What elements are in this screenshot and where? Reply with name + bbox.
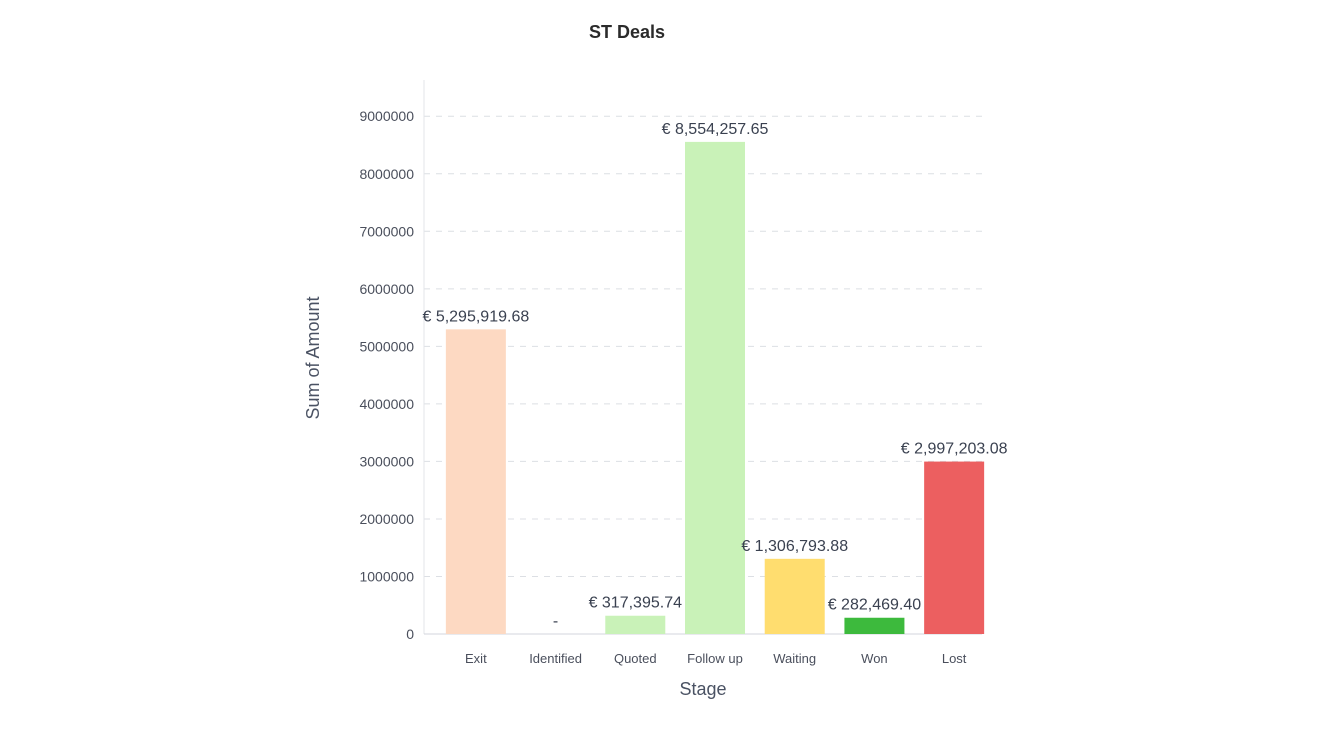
y-axis-title: Sum of Amount [303,296,323,419]
data-label: € 282,469.40 [828,597,922,614]
x-axis-ticks: Exit Identified Quoted Follow up Waiting Won L… [465,651,967,666]
x-tick-label: Lost [942,651,967,666]
chart-title: ST Deals [589,22,665,42]
x-tick-label: Exit [465,651,487,666]
x-axis-title: Stage [679,679,726,699]
data-label: € 5,295,919.68 [422,308,529,325]
y-tick-label: 7000000 [359,223,414,239]
data-label: - [553,613,558,630]
bar [844,617,905,634]
data-label: € 1,306,793.88 [741,538,848,555]
y-tick-label: 3000000 [359,453,414,469]
bar [685,141,745,634]
data-label: € 2,997,203.08 [901,441,1008,458]
x-tick-label: Identified [529,651,582,666]
y-tick-label: 4000000 [359,396,414,412]
y-tick-label: 5000000 [359,338,414,354]
y-axis-ticks: 0 1000000 2000000 3000000 4000000 5000000 6000… [359,108,414,642]
x-tick-label: Follow up [687,651,743,666]
bar [445,329,506,634]
x-tick-label: Quoted [614,651,657,666]
bar [764,558,825,634]
bar [605,615,666,634]
y-tick-label: 2000000 [359,511,414,527]
x-tick-label: Waiting [773,651,816,666]
data-labels: € 5,295,919.68 - € 317,395.74 € 8,554,257.6… [422,121,1007,630]
y-tick-label: 9000000 [359,108,414,124]
y-tick-label: 6000000 [359,281,414,297]
x-tick-label: Won [861,651,888,666]
y-tick-label: 8000000 [359,166,414,182]
bar [924,461,985,634]
data-label: € 317,395.74 [589,595,683,612]
y-tick-label: 0 [406,626,414,642]
bars [445,141,985,634]
y-tick-label: 1000000 [359,568,414,584]
data-label: € 8,554,257.65 [662,121,769,138]
